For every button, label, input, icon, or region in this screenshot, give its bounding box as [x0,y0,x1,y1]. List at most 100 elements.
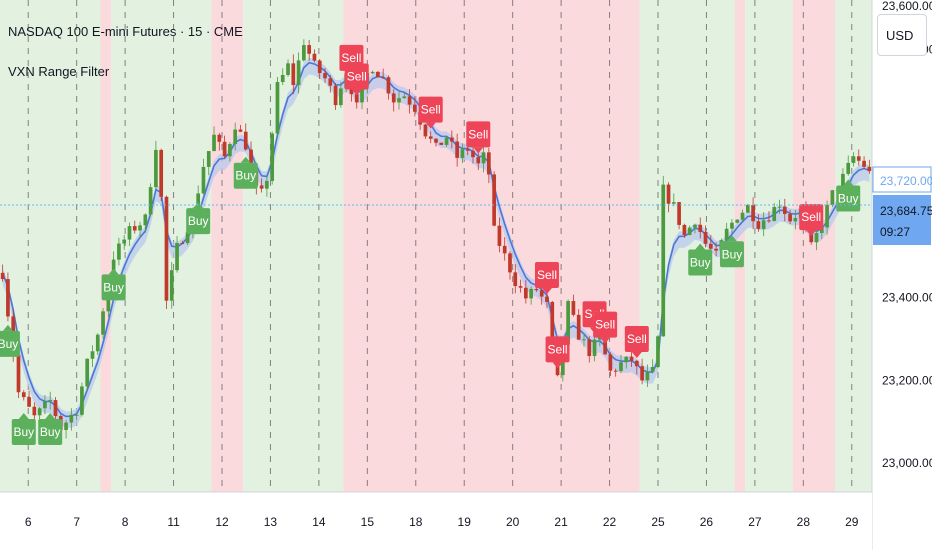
candle [455,133,459,167]
x-axis-panel[interactable] [0,492,872,550]
candle-body [270,133,275,181]
x-tick-label: 18 [409,515,423,529]
candle [867,159,872,174]
signal-box [534,261,559,288]
sell-signal[interactable]: Sell [545,336,570,369]
candle-body [819,227,824,234]
candle-body [756,221,761,229]
y-axis-panel[interactable] [872,0,932,550]
buy-signal[interactable]: Buy [0,324,20,357]
signal-pointer [193,202,204,209]
x-tick-label: 27 [748,515,762,529]
candle-body [761,220,766,229]
candle-body [180,243,185,245]
candle [291,54,296,95]
candle-body [518,286,523,288]
x-tick-label: 26 [700,515,714,529]
signal-pointer [552,362,563,369]
buy-signal[interactable]: Buy [186,202,211,235]
candle [751,197,755,230]
candle-body [243,131,248,150]
candle [391,89,396,112]
candle-body [476,157,481,164]
candle [397,91,401,110]
candle [724,222,729,245]
candle-body [830,190,835,205]
signal-pointer [631,352,642,359]
signal-box [688,249,713,276]
regime-down [211,0,244,492]
candle [634,359,639,375]
candle [793,210,798,230]
candle-body [360,85,364,103]
sell-signal[interactable]: Sell [624,326,649,359]
sell-signal[interactable]: Sell [534,261,559,294]
x-tick-label: 8 [122,515,129,529]
candle-body [492,174,496,226]
signal-label: Buy [690,256,711,270]
candle-body [217,134,222,142]
candle [529,286,533,305]
sell-signal[interactable]: Sell [799,204,824,237]
currency-selector[interactable]: USD [877,14,927,56]
candle-body [21,392,26,398]
buy-signal[interactable]: Buy [233,156,258,189]
candle-body [222,141,227,157]
candle-body [529,288,533,299]
candle [481,144,486,173]
candle-body [545,296,549,302]
symbol-title[interactable]: NASDAQ 100 E-mini Futures · 15 · CME [8,24,243,39]
candle-body [608,354,613,371]
candle-body [259,185,264,189]
candle [90,345,95,368]
candle [539,288,544,305]
signal-label: Sell [595,318,615,332]
sell-signal[interactable]: Sell [418,96,443,129]
candle-body [682,224,687,235]
current-price-badge [873,195,931,245]
candle-body [391,93,396,103]
buy-signal[interactable]: Buy [836,179,861,212]
candle-body [101,311,105,335]
signal-box [418,96,443,123]
candle [608,352,613,376]
candle [117,237,121,266]
candle-body [597,335,602,340]
candle-body [550,301,555,356]
buy-signal[interactable]: Buy [688,243,713,276]
signal-label: Buy [722,247,743,261]
candle-body [534,288,539,291]
last-price-label: 23,720.00 [880,174,932,188]
candle [428,131,433,144]
candle-body [619,362,623,372]
buy-signal[interactable]: Buy [11,413,36,446]
candle-body [862,160,866,167]
signal-box [233,162,258,189]
current-price-label: 23,684.75 [880,204,932,218]
signal-box [344,63,369,90]
candle [471,145,475,164]
buy-signal[interactable]: Buy [719,235,744,268]
candle [571,294,576,317]
candle [0,264,5,282]
candle-body [307,45,312,54]
candle [6,272,10,322]
signal-box [799,204,824,231]
sell-signal[interactable]: Sell [593,311,618,344]
x-tick-label: 11 [167,515,180,529]
buy-signal[interactable]: Buy [101,268,126,301]
sell-signal[interactable]: Sell [466,121,491,154]
candle-body [666,184,671,204]
candle-body [280,74,285,83]
buy-signal[interactable]: Buy [38,413,63,446]
indicator-name[interactable]: VXN Range Filter [8,64,110,79]
signal-label: Sell [468,127,488,141]
candle-body [867,166,872,172]
candle-body [656,336,660,368]
candle-body [777,206,782,208]
x-tick-label: 22 [603,515,617,529]
candle [825,200,829,235]
sell-signal[interactable]: Sell [344,63,369,96]
